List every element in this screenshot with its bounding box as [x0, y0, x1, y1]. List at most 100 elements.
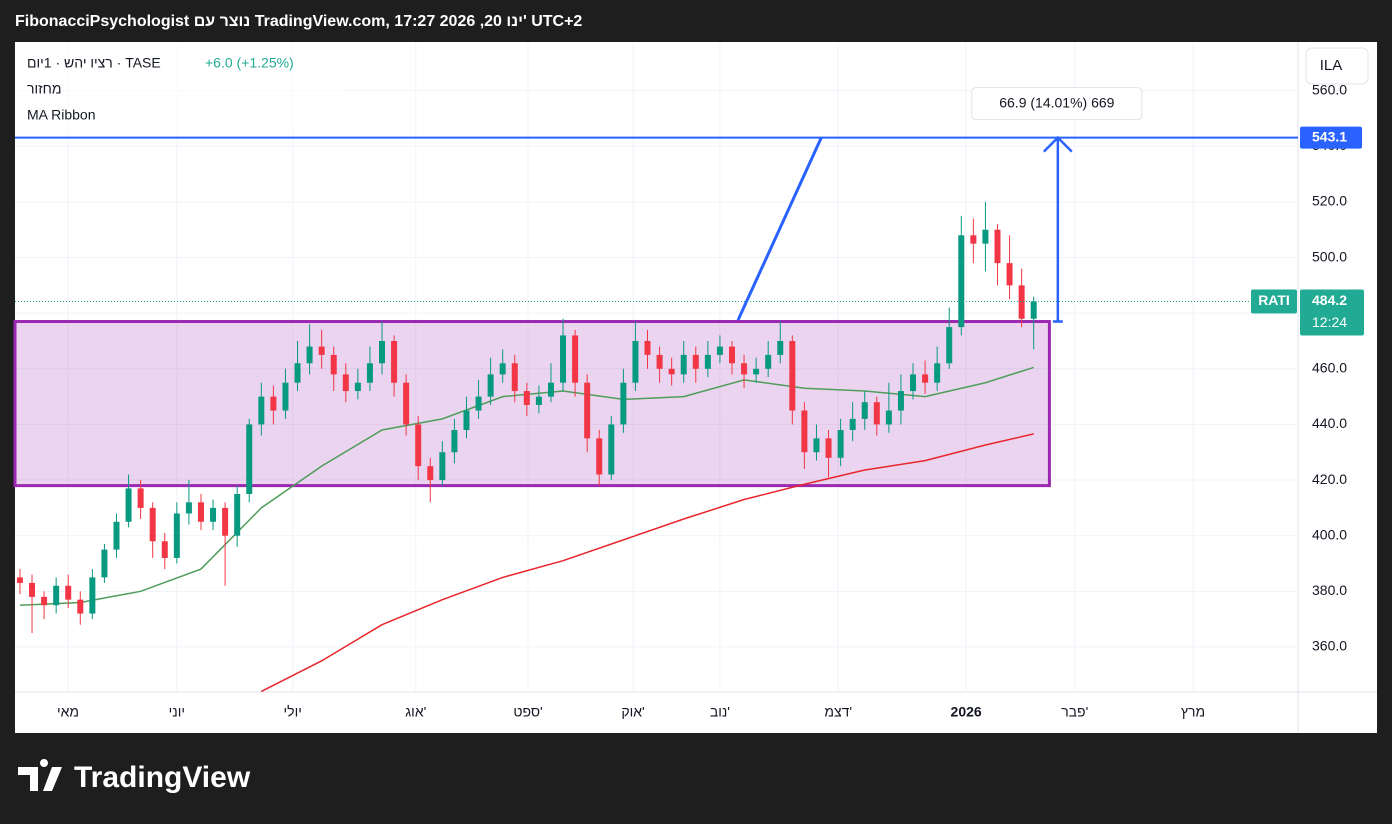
candle-body [704, 354, 711, 369]
candle-body [668, 368, 675, 375]
symbol-tag [1251, 289, 1297, 314]
candle-body [463, 410, 470, 430]
candle-body [849, 418, 856, 430]
x-tick-label: ספט' [513, 704, 542, 720]
x-tick-label: אוג' [405, 704, 426, 720]
candle-body [885, 410, 892, 425]
price-tag-label: 484.2 [1312, 292, 1347, 308]
range-box [13, 320, 1051, 488]
candle-body [403, 382, 410, 425]
candle-body [379, 340, 386, 364]
candle-body [523, 391, 530, 405]
price-tag [1300, 289, 1364, 336]
x-tick-label: אוק' [621, 704, 644, 720]
candle-body [270, 396, 277, 411]
y-tick-label: 360.0 [1312, 638, 1347, 654]
candle-body [475, 396, 482, 411]
candle-body [656, 354, 663, 369]
x-tick-label: מרץ [1181, 704, 1205, 720]
moving-average [260, 433, 1034, 693]
countdown-label: 12:24 [1312, 314, 1347, 330]
candle-body [210, 507, 217, 522]
candle-body [77, 599, 84, 614]
candle-body [234, 493, 241, 536]
candle-body [535, 396, 542, 405]
candle-body [825, 438, 832, 458]
candle-body [692, 354, 699, 369]
measure-box [971, 87, 1143, 121]
x-tick-label: 2026 [951, 704, 982, 720]
candle-body [861, 402, 868, 419]
candle-body [873, 402, 880, 425]
candle-body [366, 363, 373, 383]
candle-body [65, 585, 72, 600]
candle-body [1030, 301, 1037, 319]
legend-change: +6.0 (+1.25%) [205, 55, 294, 71]
candle-body [547, 382, 554, 397]
candle-body [801, 410, 808, 453]
y-tick-label: 560.0 [1312, 81, 1347, 97]
chart-panel [15, 42, 1377, 733]
candle-body [427, 466, 434, 481]
currency-button[interactable] [1305, 47, 1369, 85]
candle-body [342, 374, 349, 392]
candle-body [125, 488, 132, 522]
candle-body [910, 374, 917, 392]
currency-label[interactable]: ILA [1320, 57, 1343, 74]
y-tick-label: 520.0 [1312, 193, 1347, 209]
candle-body [101, 549, 108, 578]
candle-body [632, 340, 639, 383]
y-tick-label: 380.0 [1312, 582, 1347, 598]
x-tick-label: יוני [169, 704, 185, 720]
candle-body [391, 340, 398, 383]
caption: FibonacciPsychologist נוצר עם TradingVie… [15, 13, 582, 30]
y-tick-label: 500.0 [1312, 248, 1347, 264]
candle-body [173, 513, 180, 558]
x-tick-label: פבר' [1061, 704, 1088, 720]
candle-body [572, 335, 579, 383]
candle-body [113, 521, 120, 550]
candle-body [922, 374, 929, 383]
symbol-tag-label: RATI [1258, 292, 1290, 308]
candle-body [608, 424, 615, 475]
footer-logo: TradingView [74, 761, 251, 794]
candle-body [644, 340, 651, 355]
legend-indicator: מחזור [27, 81, 61, 97]
candle-body [946, 327, 953, 364]
candle-body [596, 438, 603, 475]
price-tag [1300, 126, 1362, 149]
candle-body [753, 368, 760, 375]
legend-indicator: MA Ribbon [27, 107, 95, 123]
candle-body [318, 346, 325, 355]
candle-body [282, 382, 289, 411]
candle-body [16, 577, 23, 583]
measure-label: 66.9 (14.01%) 669 [999, 94, 1114, 110]
candle-body [970, 235, 977, 244]
plot: RATI 66.9 (14.01%) 669 [13, 42, 1298, 693]
candle-body [354, 382, 361, 392]
candle-body [777, 340, 784, 355]
candle-body [1006, 263, 1013, 286]
y-tick-label: 460.0 [1312, 360, 1347, 376]
legend-symbol: רציו יהש · 1יום · TASE [27, 55, 161, 71]
candle-body [53, 585, 60, 606]
moving-average [19, 366, 1034, 606]
candle-body [741, 363, 748, 375]
candle-body [137, 488, 144, 508]
candle-body [994, 229, 1001, 264]
candle-body [584, 382, 591, 439]
candle-body [185, 502, 192, 514]
logo [18, 758, 62, 791]
candle-body [789, 340, 796, 411]
candle-body [620, 382, 627, 425]
candle-body [41, 596, 48, 606]
y-tick-label: 440.0 [1312, 415, 1347, 431]
candle-body [29, 582, 36, 597]
candle-body [330, 354, 337, 375]
y-tick-label: 420.0 [1312, 471, 1347, 487]
measure-arrow [1042, 135, 1073, 153]
candle-body [716, 346, 723, 355]
candle-body [958, 235, 965, 328]
candle-body [451, 429, 458, 453]
